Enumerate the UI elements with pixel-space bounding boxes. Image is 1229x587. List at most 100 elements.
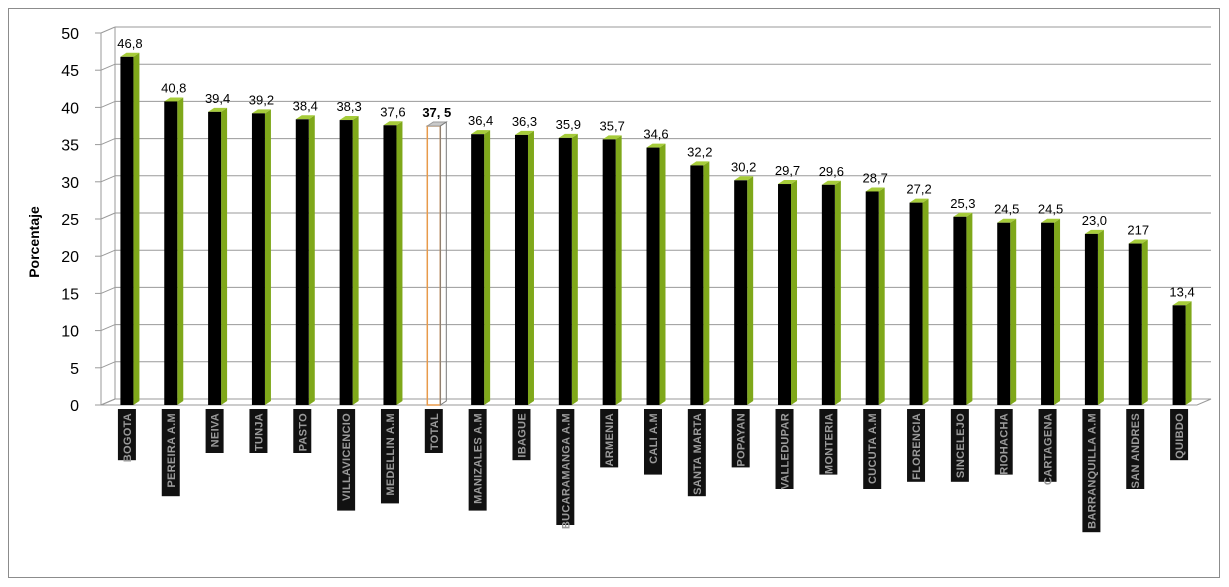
grid-line-side — [100, 63, 116, 71]
bar-top — [208, 107, 228, 112]
bar-top — [1128, 239, 1148, 244]
data-label: 28,7 — [863, 170, 888, 185]
y-tick-label: 25 — [61, 212, 79, 229]
category-label-box — [994, 409, 1013, 475]
data-label: 40,8 — [161, 80, 186, 95]
data-label: 35,9 — [556, 117, 581, 132]
bar-top — [778, 180, 798, 185]
y-tick-label: 0 — [70, 398, 79, 415]
data-label: 217 — [1127, 223, 1149, 238]
bar — [251, 113, 265, 406]
bar — [734, 180, 748, 405]
bar-side — [133, 52, 140, 406]
bar — [164, 101, 178, 405]
chart-frame: 0 5 10 15 20 25 30 35 40 45 50 46,8 40,8 39,4 39,2 38,… — [8, 8, 1220, 578]
category-label: MEDELLIN A.M — [385, 413, 397, 496]
category-label-box — [775, 409, 794, 489]
bar-top — [997, 218, 1017, 223]
axes: 0 5 10 15 20 25 30 35 40 45 50 — [61, 26, 1212, 415]
data-labels: 46,8 40,8 39,4 39,2 38,4 38,3 37,6 37, 5 36,4 36,… — [117, 36, 1194, 299]
bar-side — [878, 187, 885, 405]
bar-top — [120, 52, 140, 57]
category-label-box — [337, 409, 356, 511]
bar-top — [164, 97, 184, 102]
bar — [997, 222, 1011, 405]
bar-top — [558, 133, 578, 138]
grid-line-side — [100, 138, 116, 146]
category-label: NEIVA — [210, 413, 222, 447]
data-label: 36,4 — [468, 113, 493, 128]
bar-top — [646, 143, 666, 148]
data-label: 38,4 — [293, 98, 318, 113]
data-label: 37,6 — [380, 104, 405, 119]
bar-side — [747, 176, 754, 405]
category-label: FLORENCIA — [911, 413, 923, 480]
data-label: 13,4 — [1169, 284, 1194, 299]
bar — [208, 111, 222, 405]
bar-total-side — [439, 121, 447, 406]
category-label-box — [1082, 409, 1101, 533]
data-label: 34,6 — [643, 127, 668, 142]
bar — [514, 134, 528, 405]
y-tick-label: 45 — [61, 63, 79, 80]
bar — [1041, 222, 1055, 405]
bar-top — [251, 109, 271, 114]
data-label: 46,8 — [117, 36, 142, 51]
bar-side — [396, 121, 403, 406]
grid-line-side — [100, 212, 116, 220]
bar-top — [514, 130, 534, 135]
category-label: TOTAL — [429, 413, 441, 450]
y-tick-label: 10 — [61, 324, 79, 341]
category-label: CARTAGENA — [1043, 413, 1055, 485]
bar — [339, 120, 353, 405]
category-label-box — [293, 409, 312, 453]
bar-side — [1141, 239, 1148, 405]
grid-line-side — [100, 26, 116, 34]
grid-line-side — [100, 100, 116, 108]
data-label: 29,7 — [775, 163, 800, 178]
category-label-box — [600, 409, 619, 468]
category-label-box — [468, 409, 487, 511]
category-label: PASTO — [297, 413, 309, 452]
bar-top — [690, 161, 710, 166]
category-label: BARRANQUILLA A.M — [1086, 413, 1098, 529]
bar-top — [295, 115, 315, 120]
bar-top — [602, 135, 622, 140]
bar-top — [1041, 218, 1061, 223]
bar — [821, 184, 835, 405]
grid-line-side — [100, 361, 116, 369]
bar-side — [484, 130, 491, 405]
bar-side — [966, 212, 973, 405]
category-label: RIOHACHA — [999, 413, 1011, 475]
bar — [865, 191, 879, 405]
bar-top — [734, 176, 754, 181]
category-label: CUCUTA A.M — [867, 413, 879, 484]
data-label: 39,2 — [249, 92, 274, 107]
data-label: 37, 5 — [422, 105, 451, 120]
bar-top — [821, 180, 841, 185]
y-tick-label: 15 — [61, 286, 79, 303]
category-label-box — [512, 409, 531, 461]
y-tick-label: 5 — [70, 361, 79, 378]
bar-side — [1097, 229, 1104, 405]
data-label: 23,0 — [1082, 213, 1107, 228]
bar-side — [615, 135, 622, 405]
category-label: MANIZALES A.M — [473, 413, 485, 504]
grid-line-side — [100, 286, 116, 294]
bar-top — [1084, 229, 1104, 234]
bar — [1172, 305, 1186, 405]
bar-top — [383, 121, 403, 126]
bar-side — [177, 97, 184, 405]
bar-side — [1054, 218, 1061, 405]
category-label-box — [205, 409, 224, 453]
data-label: 39,4 — [205, 91, 230, 106]
bar-side — [571, 133, 578, 405]
category-label-box — [1126, 409, 1145, 489]
bar-chart: 0 5 10 15 20 25 30 35 40 45 50 46,8 40,8 39,4 39,2 38,… — [26, 26, 1212, 533]
grid-line-side — [100, 249, 116, 257]
bar-total — [426, 125, 442, 406]
data-label: 36,3 — [512, 114, 537, 129]
bar-side — [527, 130, 534, 405]
category-label-box — [863, 409, 882, 489]
bar — [471, 134, 485, 405]
